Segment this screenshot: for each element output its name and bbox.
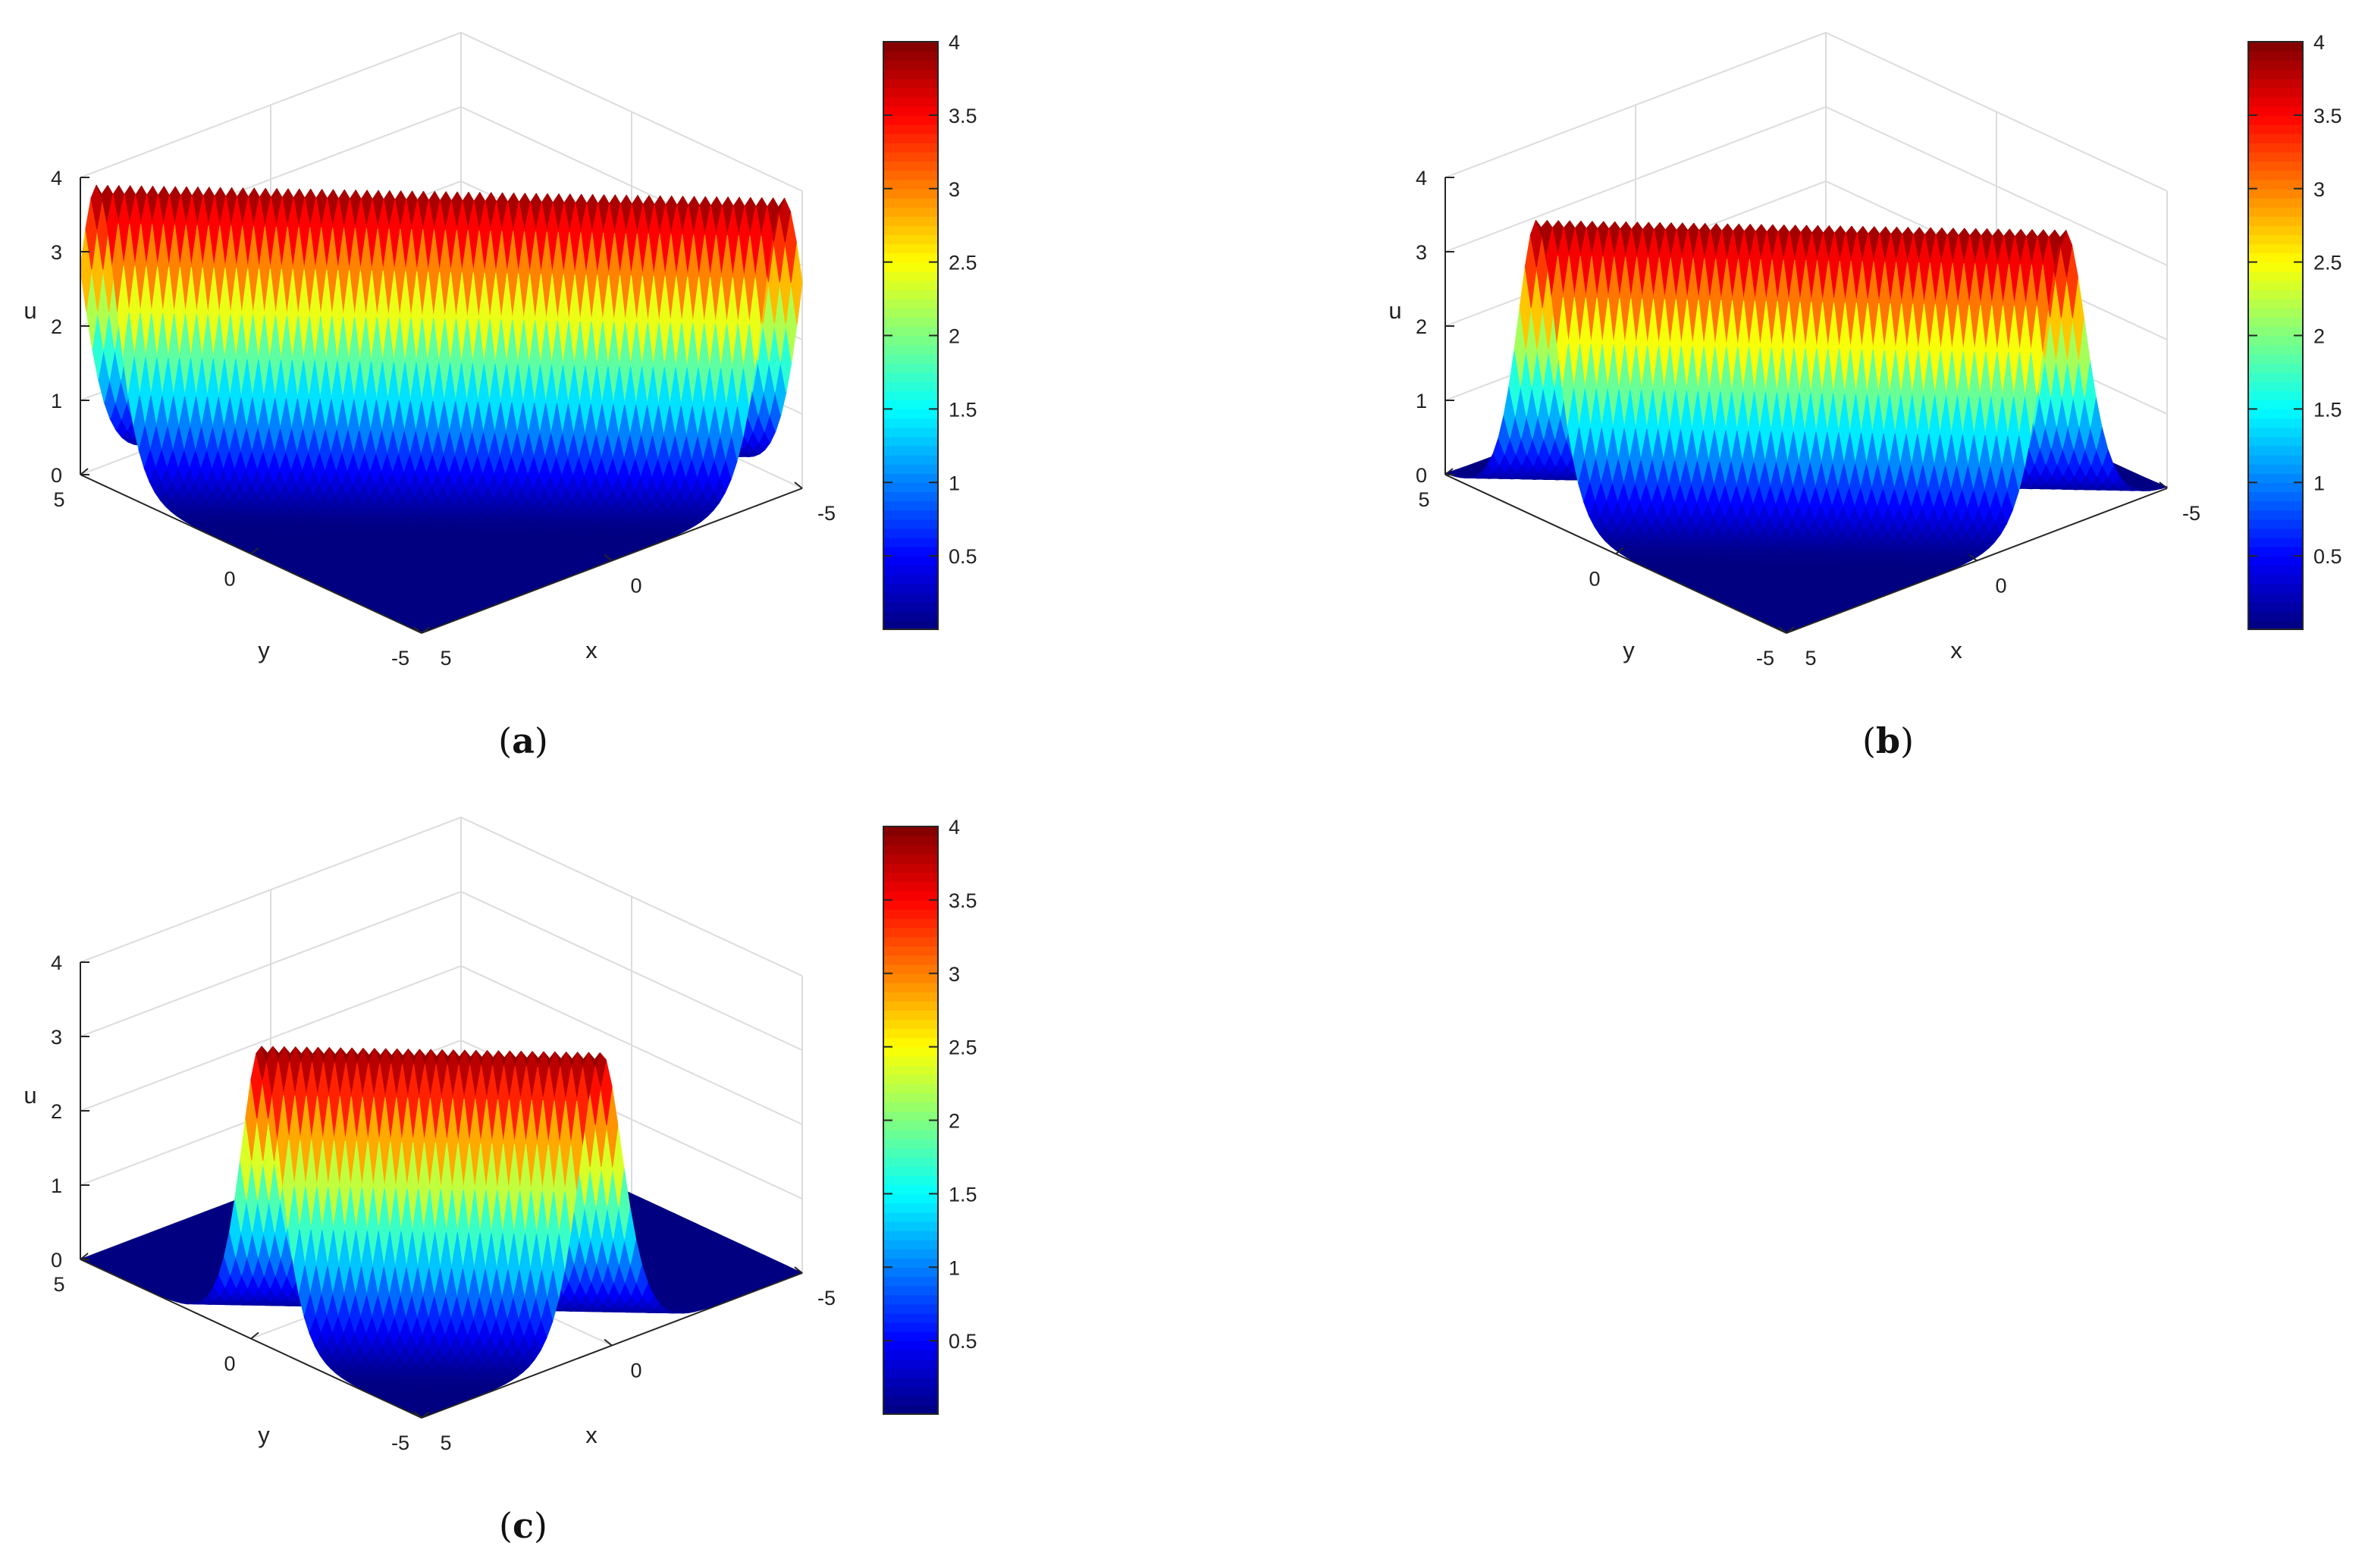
x-tick-label: 5 bbox=[440, 1432, 451, 1454]
colorbar bbox=[2247, 41, 2304, 630]
panel-b: 0 1 2 3 4 5 0 -5 -5 0 5 u y x 0.5 1 1.5 2 2.5 3 3.5 4 bbox=[1365, 0, 2365, 698]
colorbar-tick-label: 2 bbox=[949, 325, 960, 348]
colorbar-tick-label: 0.5 bbox=[949, 545, 977, 568]
x-tick-label: -5 bbox=[2182, 502, 2200, 525]
y-tick-label: 5 bbox=[53, 488, 64, 511]
z-axis-label: u bbox=[24, 1082, 36, 1109]
z-tick-label: 3 bbox=[51, 241, 62, 264]
caption-c: (c) bbox=[499, 1505, 547, 1546]
axis-lines bbox=[80, 177, 803, 634]
x-tick-label: 5 bbox=[440, 647, 451, 670]
z-tick-label: 0 bbox=[1416, 464, 1427, 487]
colorbar-tick-label: 2.5 bbox=[949, 1036, 977, 1059]
y-tick-label: 5 bbox=[53, 1273, 64, 1296]
z-tick-label: 4 bbox=[51, 167, 62, 190]
z-tick-label: 2 bbox=[51, 1100, 62, 1123]
colorbar-tick-label: 3 bbox=[949, 963, 960, 986]
colorbar-tick-label: 0.5 bbox=[949, 1330, 977, 1353]
colorbar-tick-label: 2.5 bbox=[2313, 252, 2342, 274]
x-tick-label: 0 bbox=[630, 1359, 641, 1382]
x-tick-label: 0 bbox=[630, 575, 641, 597]
colorbar-tick-label: 2 bbox=[2313, 325, 2325, 348]
z-tick-label: 2 bbox=[51, 315, 62, 338]
caption-label: c bbox=[512, 1505, 535, 1546]
y-axis-label: y bbox=[258, 637, 270, 663]
colorbar-tick-label: 2 bbox=[949, 1110, 960, 1133]
surface-mesh bbox=[80, 184, 803, 634]
z-tick-label: 1 bbox=[51, 390, 62, 412]
colorbar-tick-label: 4 bbox=[2313, 31, 2325, 54]
z-axis-label: u bbox=[1388, 297, 1401, 324]
y-tick-label: -5 bbox=[1756, 647, 1774, 670]
axis-lines bbox=[1444, 177, 2168, 634]
z-tick-label: 4 bbox=[1416, 167, 1427, 190]
x-axis-label: x bbox=[585, 637, 598, 663]
y-tick-label: -5 bbox=[391, 647, 409, 670]
caption-label: a bbox=[512, 720, 535, 761]
colorbar-tick-label: 3.5 bbox=[949, 105, 977, 127]
colorbar-tick-label: 3.5 bbox=[2313, 105, 2342, 127]
y-tick-label: 5 bbox=[1418, 488, 1429, 511]
surface-mesh bbox=[1444, 220, 2168, 634]
colorbar-tick-label: 1.5 bbox=[2313, 398, 2342, 421]
z-tick-label: 2 bbox=[1416, 315, 1427, 338]
colorbar-tick-label: 4 bbox=[949, 816, 960, 839]
caption-a: (a) bbox=[498, 720, 548, 761]
z-tick-label: 4 bbox=[51, 952, 62, 974]
colorbar-tick-label: 3.5 bbox=[949, 889, 977, 912]
colorbar-tick-label: 1 bbox=[949, 1256, 960, 1279]
colorbar-tick-label: 1 bbox=[2313, 472, 2325, 494]
colorbar-tick-label: 3 bbox=[949, 178, 960, 201]
x-tick-label: 5 bbox=[1805, 647, 1816, 670]
z-tick-label: 3 bbox=[1416, 241, 1427, 264]
colorbar bbox=[883, 41, 939, 630]
colorbar-tick-label: 2.5 bbox=[949, 252, 977, 274]
colorbar bbox=[883, 826, 939, 1415]
caption-label: b bbox=[1875, 720, 1901, 761]
x-tick-label: -5 bbox=[817, 502, 836, 525]
x-axis-label: x bbox=[585, 1422, 598, 1448]
z-axis-label: u bbox=[24, 297, 36, 324]
y-tick-label: 0 bbox=[224, 568, 235, 591]
colorbar-tick-label: 0.5 bbox=[2313, 545, 2342, 568]
surface-mesh bbox=[80, 1046, 803, 1419]
y-axis-label: y bbox=[1623, 637, 1635, 663]
y-tick-label: -5 bbox=[391, 1432, 409, 1454]
z-tick-label: 3 bbox=[51, 1026, 62, 1049]
axis-lines bbox=[80, 961, 803, 1419]
colorbar-tick-label: 1.5 bbox=[949, 1183, 977, 1206]
x-tick-label: 0 bbox=[1995, 575, 2006, 597]
z-tick-label: 1 bbox=[51, 1174, 62, 1197]
y-axis-label: y bbox=[258, 1422, 270, 1448]
colorbar-tick-label: 1 bbox=[949, 472, 960, 494]
x-axis-label: x bbox=[1950, 637, 1962, 663]
colorbar-tick-label: 1.5 bbox=[949, 398, 977, 421]
colorbar-tick-label: 3 bbox=[2313, 178, 2325, 201]
z-tick-label: 1 bbox=[1416, 390, 1427, 412]
y-tick-label: 0 bbox=[224, 1353, 235, 1375]
panel-c: 0 1 2 3 4 5 0 -5 -5 0 5 u y x 0.5 1 1.5 2 2.5 3 3.5 4 bbox=[0, 785, 1062, 1482]
y-tick-label: 0 bbox=[1589, 568, 1600, 591]
caption-b: (b) bbox=[1862, 720, 1915, 761]
panel-a: 0 1 2 3 4 5 0 -5 -5 0 5 u y x 0.5 1 1.5 2 2.5 3 3.5 4 bbox=[0, 0, 1062, 698]
colorbar-tick-label: 4 bbox=[949, 31, 960, 54]
z-tick-label: 0 bbox=[51, 464, 62, 487]
x-tick-label: -5 bbox=[817, 1287, 836, 1309]
z-tick-label: 0 bbox=[51, 1249, 62, 1272]
